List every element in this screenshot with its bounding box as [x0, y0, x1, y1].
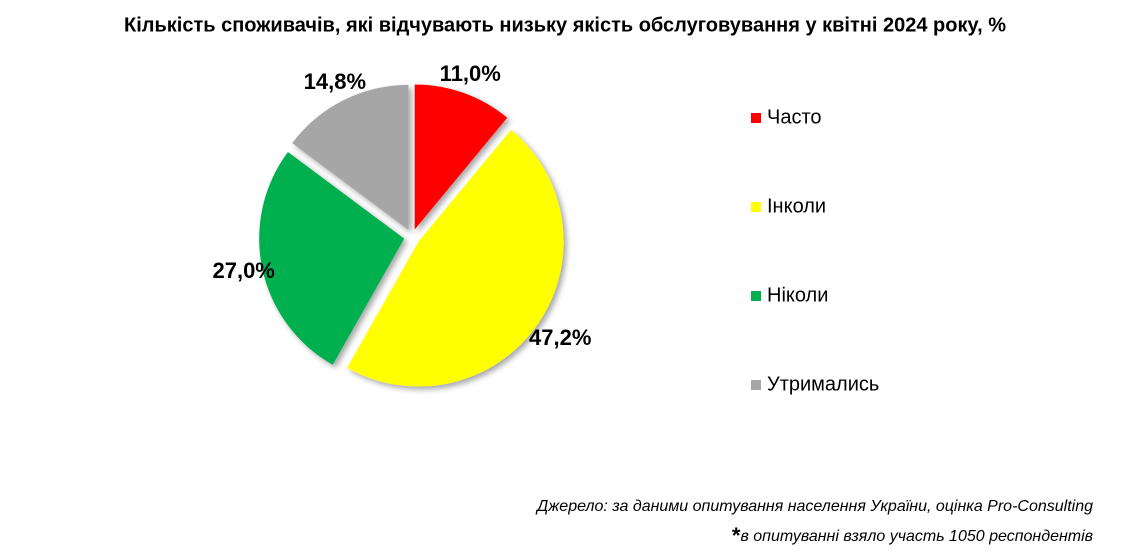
data-label: 47,2% — [529, 325, 591, 350]
legend-label: Ніколи — [767, 284, 828, 306]
source: Джерело: за даними опитування населення … — [535, 498, 1093, 515]
legend-swatch — [751, 380, 761, 390]
pie-slice — [347, 129, 564, 387]
footnote-text: в опитуванні взяло участь 1050 респонден… — [740, 528, 1093, 545]
data-label: 27,0% — [212, 258, 274, 283]
legend-swatch — [751, 113, 761, 123]
pie-slice — [259, 151, 405, 365]
pie-slice — [414, 84, 508, 230]
legend-swatch — [751, 202, 761, 212]
footnote: *в опитуванні взяло участь 1050 респонде… — [732, 523, 1093, 548]
footnote-mark: * — [732, 523, 741, 548]
pie-slice — [292, 84, 409, 230]
chart-title: Кількість споживачів, які відчувають низ… — [124, 14, 1006, 36]
legend-label: Інколи — [767, 195, 826, 217]
legend-label: Часто — [767, 106, 822, 128]
legend-swatch — [751, 291, 761, 301]
data-label: 14,8% — [304, 69, 366, 94]
data-label: 11,0% — [440, 61, 501, 86]
legend-label: Утримались — [767, 373, 879, 395]
